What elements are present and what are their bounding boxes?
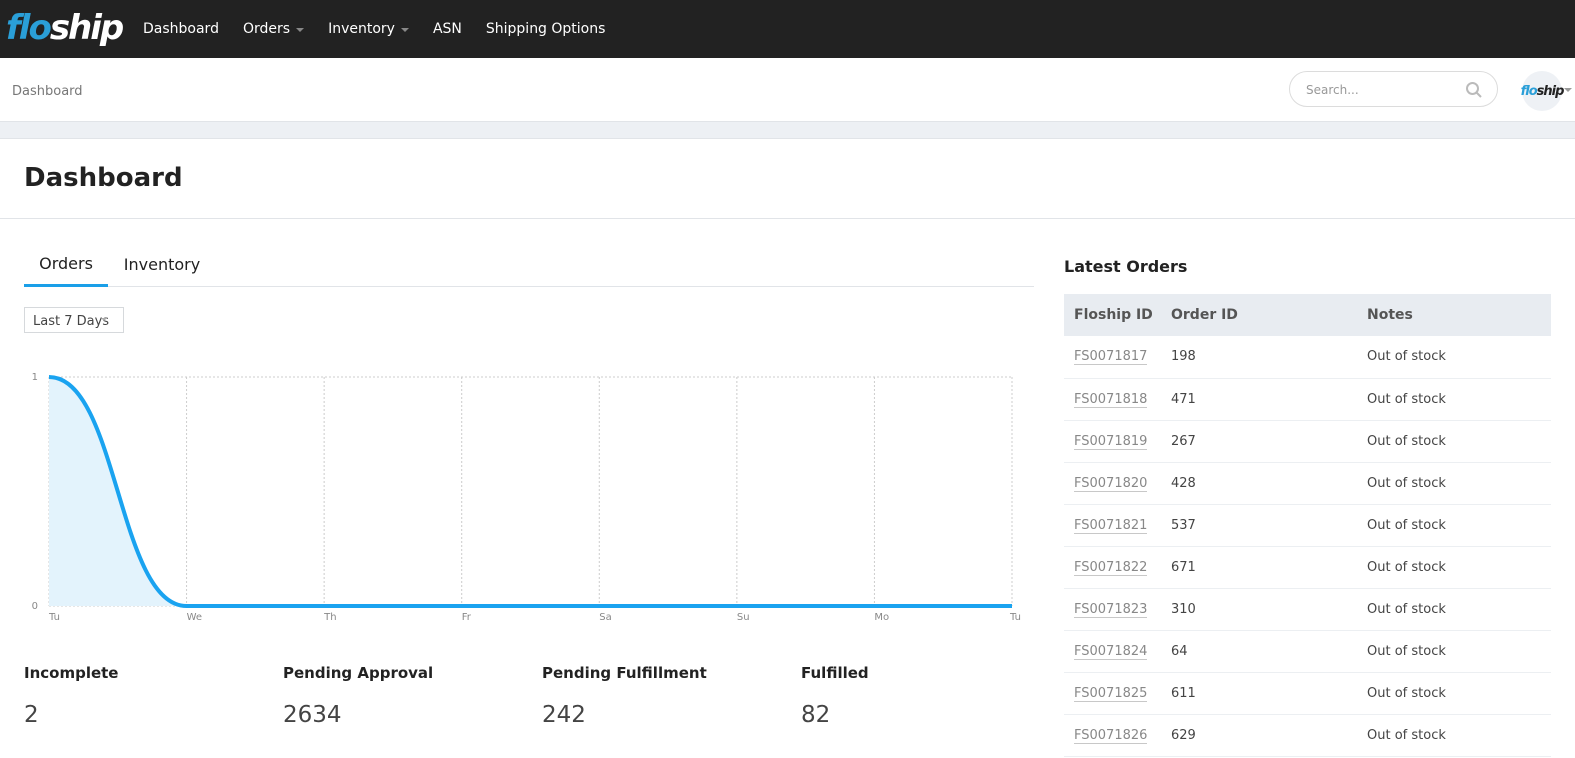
notes-cell: Out of stock — [1357, 714, 1551, 757]
search-box — [1289, 71, 1498, 107]
divider-strip — [0, 122, 1575, 139]
notes-cell: Out of stock — [1357, 588, 1551, 631]
orders-chart: 0 1 Tu We Th Fr Sa Su Mo Tu — [32, 372, 1021, 623]
notes-cell: Out of stock — [1357, 420, 1551, 463]
floship-id-link[interactable]: FS0071817 — [1074, 349, 1148, 366]
table-row: FS0071817 198 Out of stock — [1064, 336, 1551, 379]
search-input[interactable] — [1306, 80, 1456, 100]
floship-id-cell: FS0071823 — [1064, 588, 1161, 631]
floship-id-link[interactable]: FS0071819 — [1074, 433, 1148, 450]
x-tick-label: Sa — [599, 612, 611, 623]
table-row: FS0071824 64 Out of stock — [1064, 630, 1551, 673]
latest-orders-table: Floship ID Order ID Notes FS0071817 198 Ou… — [1064, 294, 1551, 757]
tab-inventory[interactable]: Inventory — [123, 255, 201, 274]
series-line — [48, 375, 1012, 608]
x-tick-label: We — [187, 612, 202, 623]
stat-pending-fulfillment: Pending Fulfillment 242 — [542, 664, 707, 728]
column-header: Order ID — [1161, 294, 1357, 336]
order-id-cell: 471 — [1161, 378, 1357, 421]
table-row: FS0071821 537 Out of stock — [1064, 504, 1551, 547]
latest-orders-title: Latest Orders — [1064, 257, 1188, 276]
floship-id-cell: FS0071820 — [1064, 462, 1161, 505]
nav-inventory[interactable]: Inventory — [316, 0, 421, 58]
tab-bar: Orders Inventory — [24, 242, 1034, 287]
floship-id-cell: FS0071824 — [1064, 630, 1161, 673]
column-header: Floship ID — [1064, 294, 1161, 336]
avatar[interactable]: flo ship — [1521, 71, 1564, 111]
y-tick-label: 1 — [32, 372, 38, 383]
table-row: FS0071825 611 Out of stock — [1064, 672, 1551, 715]
order-id-cell: 671 — [1161, 546, 1357, 589]
floship-id-cell: FS0071826 — [1064, 714, 1161, 757]
table-row: FS0071820 428 Out of stock — [1064, 462, 1551, 505]
order-id-cell: 611 — [1161, 672, 1357, 715]
title-bar: Dashboard — [0, 139, 1575, 219]
floship-id-cell: FS0071817 — [1064, 336, 1161, 379]
order-id-cell: 64 — [1161, 630, 1357, 673]
order-id-cell: 267 — [1161, 420, 1357, 463]
y-tick-label: 0 — [32, 601, 38, 612]
column-header: Notes — [1357, 294, 1551, 336]
order-id-cell: 310 — [1161, 588, 1357, 631]
notes-cell: Out of stock — [1357, 504, 1551, 547]
date-range-select[interactable]: Last 7 Days — [24, 307, 124, 333]
floship-id-link[interactable]: FS0071818 — [1074, 391, 1148, 408]
nav-orders[interactable]: Orders — [231, 0, 316, 58]
floship-id-link[interactable]: FS0071820 — [1074, 475, 1148, 492]
x-tick-label: Tu — [48, 612, 60, 623]
floship-id-link[interactable]: FS0071825 — [1074, 685, 1148, 702]
floship-id-link[interactable]: FS0071823 — [1074, 601, 1148, 618]
floship-id-link[interactable]: FS0071824 — [1074, 643, 1148, 660]
floship-id-cell: FS0071825 — [1064, 672, 1161, 715]
order-id-cell: 198 — [1161, 336, 1357, 379]
table-row: FS0071818 471 Out of stock — [1064, 378, 1551, 421]
notes-cell: Out of stock — [1357, 462, 1551, 505]
page-title: Dashboard — [24, 163, 183, 193]
stat-incomplete: Incomplete 2 — [24, 664, 119, 728]
table-row: FS0071822 671 Out of stock — [1064, 546, 1551, 589]
x-tick-label: Su — [737, 612, 750, 623]
chevron-down-icon — [296, 28, 305, 32]
floship-id-link[interactable]: FS0071822 — [1074, 559, 1148, 576]
table-header-row: Floship ID Order ID Notes — [1064, 294, 1551, 336]
chevron-down-icon — [101, 318, 107, 321]
tab-orders[interactable]: Orders — [24, 242, 108, 287]
order-id-cell: 537 — [1161, 504, 1357, 547]
floship-id-link[interactable]: FS0071826 — [1074, 727, 1148, 744]
stat-pending-approval: Pending Approval 2634 — [283, 664, 434, 728]
notes-cell: Out of stock — [1357, 672, 1551, 715]
nav-asn[interactable]: ASN — [432, 21, 462, 37]
x-tick-label: Mo — [874, 612, 889, 623]
notes-cell: Out of stock — [1357, 630, 1551, 673]
chevron-down-icon[interactable] — [1564, 88, 1572, 92]
order-id-cell: 629 — [1161, 714, 1357, 757]
floship-id-cell: FS0071821 — [1064, 504, 1161, 547]
stat-fulfilled: Fulfilled 82 — [801, 664, 869, 728]
main-nav: Dashboard Orders Inventory ASN Shipping … — [131, 0, 617, 58]
breadcrumb: Dashboard — [12, 84, 83, 99]
floship-id-link[interactable]: FS0071821 — [1074, 517, 1148, 534]
notes-cell: Out of stock — [1357, 546, 1551, 589]
nav-shipping-options[interactable]: Shipping Options — [485, 21, 606, 37]
x-tick-label: Tu — [1009, 612, 1021, 623]
notes-cell: Out of stock — [1357, 336, 1551, 379]
order-id-cell: 428 — [1161, 462, 1357, 505]
floship-id-cell: FS0071818 — [1064, 378, 1161, 421]
x-tick-label: Fr — [462, 612, 472, 623]
top-navbar: floship Dashboard Orders Inventory ASN S… — [0, 0, 1575, 58]
nav-dashboard[interactable]: Dashboard — [143, 21, 219, 37]
x-tick-label: Th — [323, 612, 336, 623]
table-row: FS0071819 267 Out of stock — [1064, 420, 1551, 463]
notes-cell: Out of stock — [1357, 378, 1551, 421]
table-row: FS0071826 629 Out of stock — [1064, 714, 1551, 757]
search-icon[interactable] — [1465, 81, 1483, 99]
floship-id-cell: FS0071819 — [1064, 420, 1161, 463]
floship-id-cell: FS0071822 — [1064, 546, 1161, 589]
table-row: FS0071823 310 Out of stock — [1064, 588, 1551, 631]
chevron-down-icon — [400, 28, 409, 32]
sub-header: Dashboard floship — [0, 58, 1575, 122]
series-area — [49, 377, 1012, 606]
floship-logo[interactable]: floship — [6, 8, 124, 48]
